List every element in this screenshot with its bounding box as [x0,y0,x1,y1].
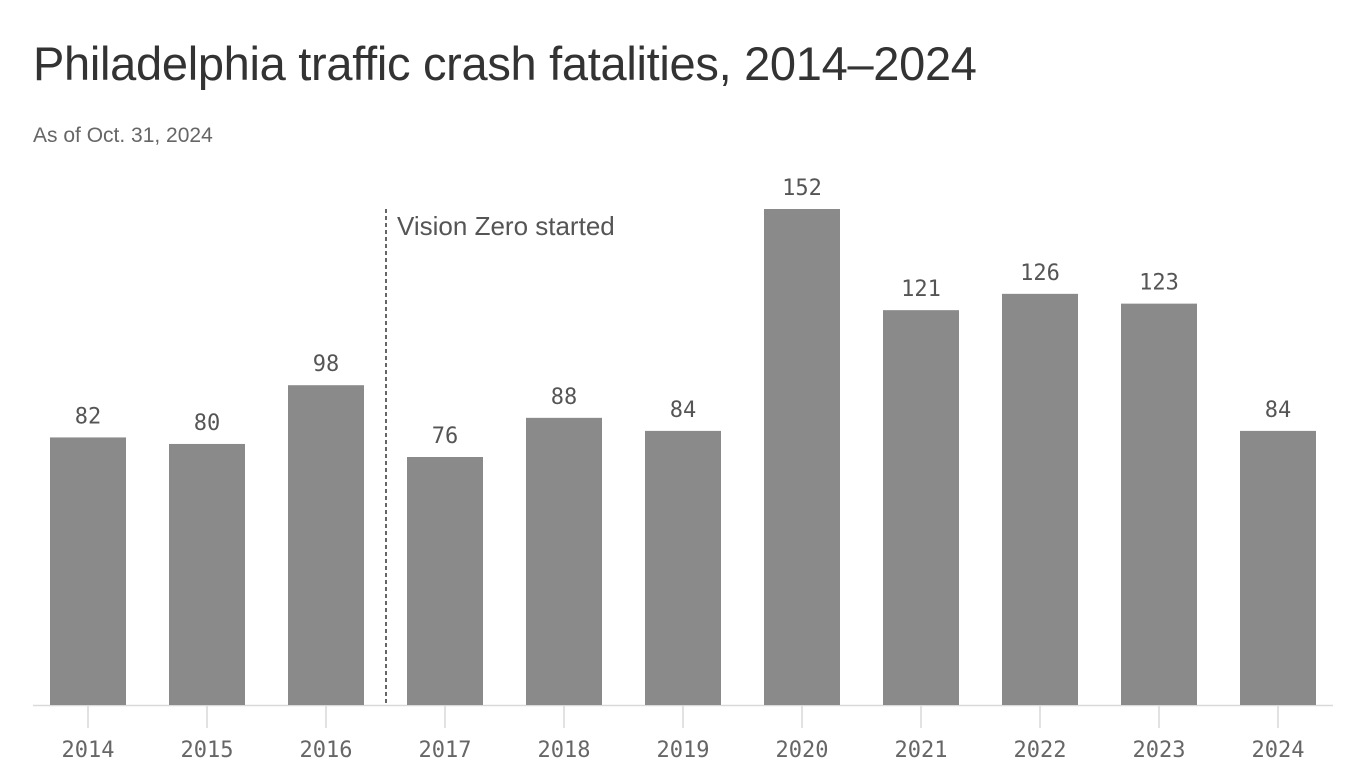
bar-2021 [883,310,959,705]
data-label-2019: 84 [670,398,697,423]
bar-2023 [1121,303,1197,705]
bar-2024 [1240,430,1316,705]
x-tick-label-2018: 2018 [538,738,591,763]
x-tick-label-2017: 2017 [419,738,472,763]
bar-2019 [645,430,721,705]
data-label-2015: 80 [194,411,221,436]
data-label-2020: 152 [782,176,822,201]
chart-subtitle: As of Oct. 31, 2024 [33,124,213,147]
x-tick-label-2015: 2015 [181,738,234,763]
x-tick-label-2016: 2016 [300,738,353,763]
data-label-2022: 126 [1020,261,1060,286]
bar-2022 [1002,293,1078,705]
bar-2016 [288,385,364,705]
data-label-2016: 98 [313,352,340,377]
x-tick-label-2021: 2021 [895,738,948,763]
annotation-label-vision-zero: Vision Zero started [397,211,615,241]
data-label-2023: 123 [1139,271,1179,296]
data-label-2024: 84 [1265,398,1292,423]
bar-2018 [526,417,602,705]
x-tick-label-2019: 2019 [657,738,710,763]
x-tick-label-2020: 2020 [776,738,829,763]
data-label-2021: 121 [901,277,941,302]
bar-2020 [764,209,840,705]
data-label-2018: 88 [551,385,578,410]
x-tick-label-2014: 2014 [62,738,115,763]
data-label-2014: 82 [75,404,102,429]
chart-title: Philadelphia traffic crash fatalities, 2… [33,37,977,90]
data-label-2017: 76 [432,424,459,449]
x-tick-label-2024: 2024 [1252,738,1305,763]
x-tick-label-2023: 2023 [1133,738,1186,763]
bar-2014 [50,437,126,705]
bar-2015 [169,443,245,705]
x-tick-label-2022: 2022 [1014,738,1067,763]
bar-2017 [407,457,483,705]
